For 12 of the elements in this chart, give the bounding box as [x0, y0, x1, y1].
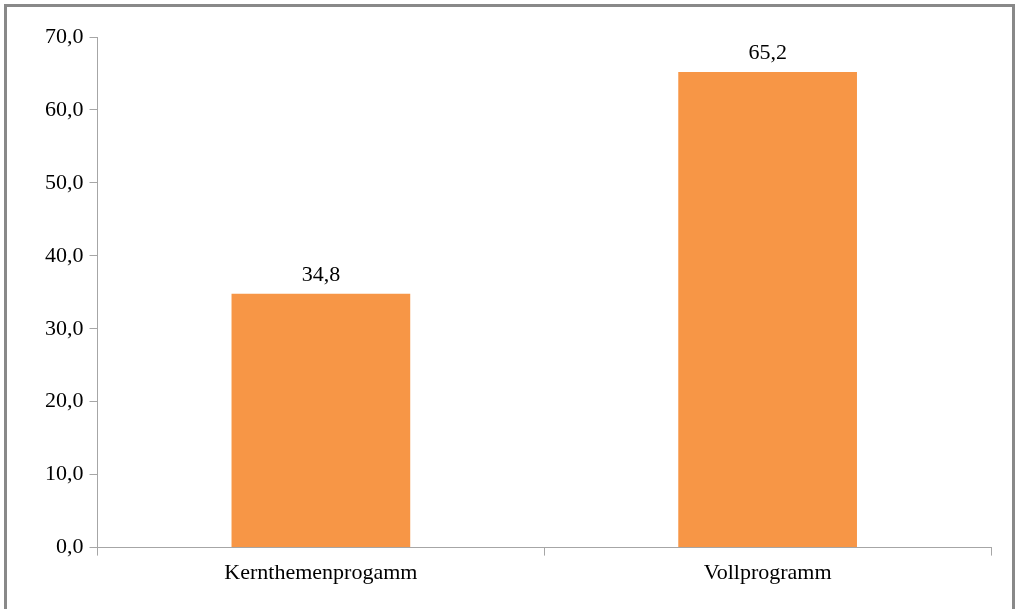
x-tick-label: Vollprogramm	[703, 558, 832, 584]
x-tick-label: Kernthemenprogamm	[224, 558, 418, 584]
y-tick-label: 40,0	[45, 241, 84, 267]
data-label: 34,8	[301, 260, 341, 286]
y-tick-label: 30,0	[45, 314, 84, 340]
y-tick-label: 50,0	[45, 168, 84, 194]
y-tick-label: 0,0	[56, 533, 84, 559]
y-tick-label: 20,0	[45, 387, 84, 413]
y-tick-label: 10,0	[45, 460, 84, 486]
data-label: 65,2	[748, 38, 787, 64]
y-tick-label: 70,0	[45, 22, 84, 48]
y-tick-label: 60,0	[45, 95, 84, 121]
